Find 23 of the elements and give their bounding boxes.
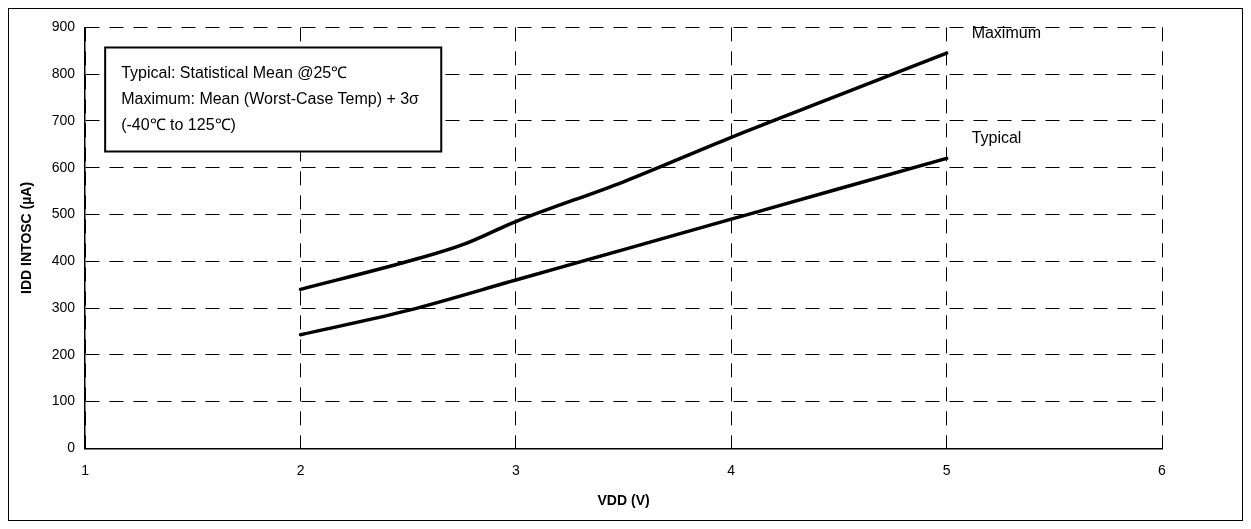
annotation: Typical: Statistical Mean @25℃ xyxy=(121,63,348,81)
x-axis-title: VDD (V) xyxy=(597,492,650,509)
x-tick-label: 5 xyxy=(942,461,951,478)
x-tick-label: 4 xyxy=(727,461,736,478)
x-tick-label: 1 xyxy=(81,461,90,478)
series-label: Maximum xyxy=(971,23,1041,41)
y-tick-label: 600 xyxy=(51,158,76,175)
annotation: (-40℃ to 125℃) xyxy=(121,115,236,133)
x-tick-label: 2 xyxy=(296,461,305,478)
y-tick-label: 300 xyxy=(51,298,76,315)
x-tick-label: 6 xyxy=(1158,461,1167,478)
y-tick-label: 200 xyxy=(51,345,76,362)
y-tick-label: 0 xyxy=(67,439,76,456)
y-axis-title: IDD INTOSC (µA) xyxy=(18,181,35,294)
y-tick-label: 100 xyxy=(51,392,76,409)
y-tick-label: 400 xyxy=(51,252,76,269)
y-tick-label: 500 xyxy=(51,205,76,222)
y-tick-label: 800 xyxy=(51,65,76,82)
x-tick-label: 3 xyxy=(512,461,520,478)
y-tick-label: 700 xyxy=(51,111,76,128)
annotation: Maximum: Mean (Worst-Case Temp) + 3σ xyxy=(121,89,420,107)
y-tick-label: 900 xyxy=(51,18,76,35)
series-label: Typical xyxy=(971,128,1022,146)
